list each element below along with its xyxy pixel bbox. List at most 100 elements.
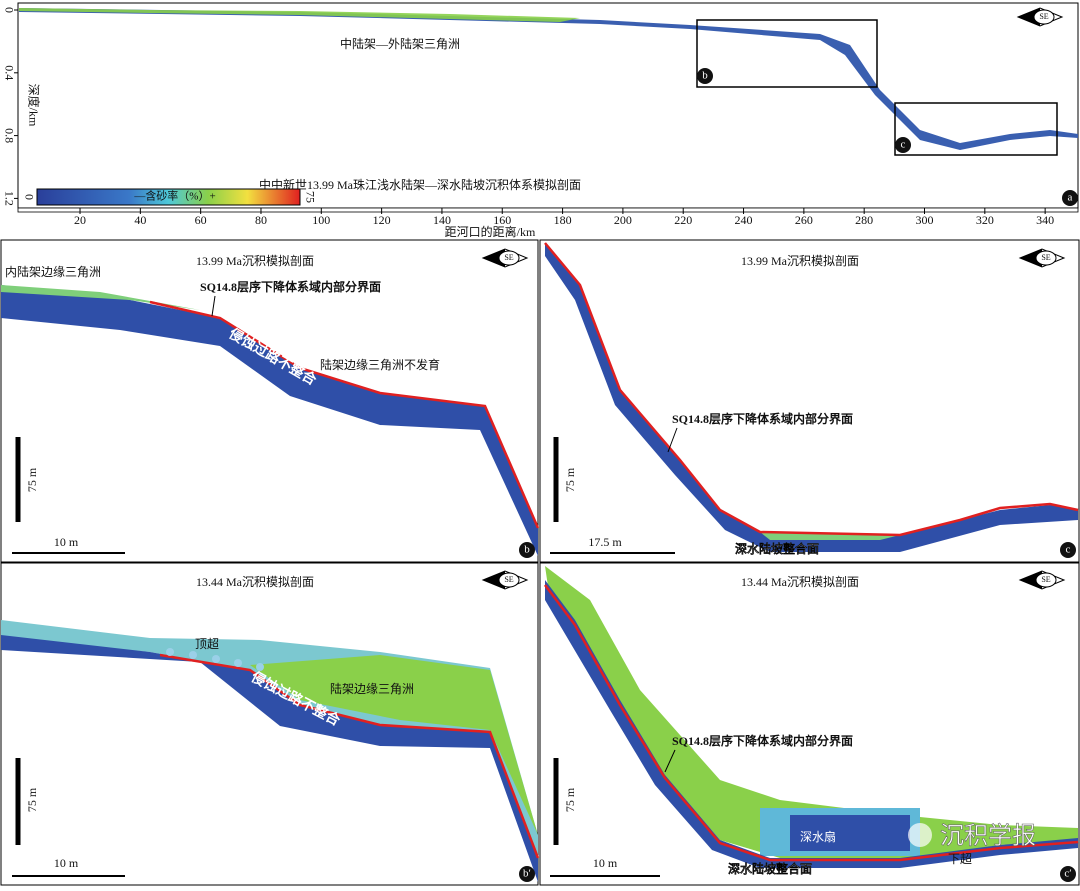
inset-marker [895,137,911,153]
panel-marker [1060,542,1076,558]
x-tick-label: 200 [614,213,632,227]
x-tick-label: 80 [255,213,267,227]
annotation: 深水陆坡整合面 [735,541,819,556]
watermark: 沉积学报 [940,823,1036,850]
fan [790,815,910,851]
x-tick-label: 20 [74,213,86,227]
boundary [544,584,1079,862]
profile-sand [19,8,580,22]
panel-a: b c a SE 中陆架—外陆架三角洲 中中新世13.99 Ma珠江浅水陆架—深… [2,2,1079,239]
x-tick-label: 160 [493,213,511,227]
watermark-icon [908,823,932,847]
panel-c-prime: 13.44 Ma沉积模拟剖面 SQ14.8层序下降体系域内部分界面 深水扇 下超… [539,562,1080,886]
x-tick-label: 40 [134,213,146,227]
panel-marker [1062,190,1078,206]
vertical-scale: 75 m [563,787,577,812]
horizontal-scale: 10 m [54,535,79,549]
annotation: 深水扇 [800,829,836,844]
annotation: 内陆架边缘三角洲 [5,264,101,279]
compass: SE [1041,575,1050,584]
annotation: 顶超 [195,636,219,651]
y-axis-label: 深度/km [26,84,41,127]
panel-title: 13.99 Ma沉积模拟剖面 [741,254,859,268]
x-axis-label: 距河口的距离/km [445,224,536,239]
panel-label: b [524,544,530,556]
inset-label: c [901,139,906,151]
horizontal-scale: 10 m [54,856,79,870]
x-tick-label: 240 [735,213,753,227]
x-tick-label: 340 [1036,213,1054,227]
panel-marker [519,542,535,558]
profile [545,243,1078,552]
profile [19,8,1078,150]
x-tick-label: 140 [433,213,451,227]
annotation: 中中新世13.99 Ma珠江浅水陆架—深水陆坡沉积体系模拟剖面 [259,177,581,192]
vertical-scale: 75 m [25,467,39,492]
x-tick-label: 260 [795,213,813,227]
panel-marker [519,866,535,882]
inset-label: b [702,70,708,82]
pointer [211,295,216,317]
annotation: SQ14.8层序下降体系域内部分界面 [672,411,853,426]
pointer [664,749,676,773]
profile [1,285,538,556]
compass: SE [504,575,513,584]
x-tick-label: 280 [855,213,873,227]
boundary [159,653,540,859]
inset-box [894,102,1058,156]
vertical-scale: 75 m [25,787,39,812]
profile [545,580,1078,868]
annotation: 下超 [948,851,972,866]
panel-label: b′ [523,868,531,880]
x-tick-label: 100 [312,213,330,227]
axis-bar [17,207,1079,213]
colorbar-max: 75 [303,191,317,203]
x-tick-label: 320 [976,213,994,227]
x-tick-label: 120 [373,213,391,227]
annotation: 陆架边缘三角洲不发育 [320,357,440,372]
panel-title: 13.44 Ma沉积模拟剖面 [741,575,859,589]
profile-sand [545,566,1078,860]
pointer [667,427,678,453]
annotation: SQ14.8层序下降体系域内部分界面 [672,733,853,748]
inset-box [696,19,878,88]
x-tick-label: 300 [916,213,934,227]
inset-marker [697,68,713,84]
panel-c: 13.99 Ma沉积模拟剖面 SQ14.8层序下降体系域内部分界面 深水陆坡整合… [539,239,1080,563]
compass: SE [504,253,513,262]
panel-label: c [1066,544,1071,556]
colorbar-title: —含砂率（%）+ [133,189,215,203]
y-tick-label: 0 [2,7,16,13]
horizontal-scale: 17.5 m [588,535,622,549]
x-tick-label: 220 [674,213,692,227]
panel-title: 13.99 Ma沉积模拟剖面 [196,254,314,268]
colorbar [36,188,301,206]
horizontal-scale: 10 m [593,856,618,870]
y-tick-label: 0.8 [2,128,16,143]
annotation: 深水陆坡整合面 [728,861,812,876]
panel-b-prime: 13.44 Ma沉积模拟剖面 顶超 陆架边缘三角洲 侵蚀过路不整合 75 m 1… [0,562,540,886]
x-tick-label: 180 [554,213,572,227]
annotation: SQ14.8层序下降体系域内部分界面 [200,279,381,294]
vertical-scale: 75 m [563,467,577,492]
compass: SE [1039,12,1048,21]
boundary [544,242,1079,537]
profile-sand [1,285,200,310]
x-tick-label: 60 [195,213,207,227]
panel-label: a [1068,192,1073,204]
panel-b: 13.99 Ma沉积模拟剖面 内陆架边缘三角洲 SQ14.8层序下降体系域内部分… [0,239,540,563]
annotation: 陆架边缘三角洲 [330,681,414,696]
y-tick-label: 1.2 [2,191,16,206]
panel-marker [1060,866,1076,882]
y-tick-label: 0.4 [2,65,16,80]
compass: SE [1041,253,1050,262]
panel-label: c′ [1064,868,1071,880]
colorbar-min: 0 [22,194,36,200]
toplap-points [166,648,264,671]
panel-frame [17,2,1079,209]
boundary [149,300,540,529]
panel-title: 13.44 Ma沉积模拟剖面 [196,575,314,589]
profile-sand [250,655,538,835]
annotation: 中陆架—外陆架三角洲 [340,36,460,51]
